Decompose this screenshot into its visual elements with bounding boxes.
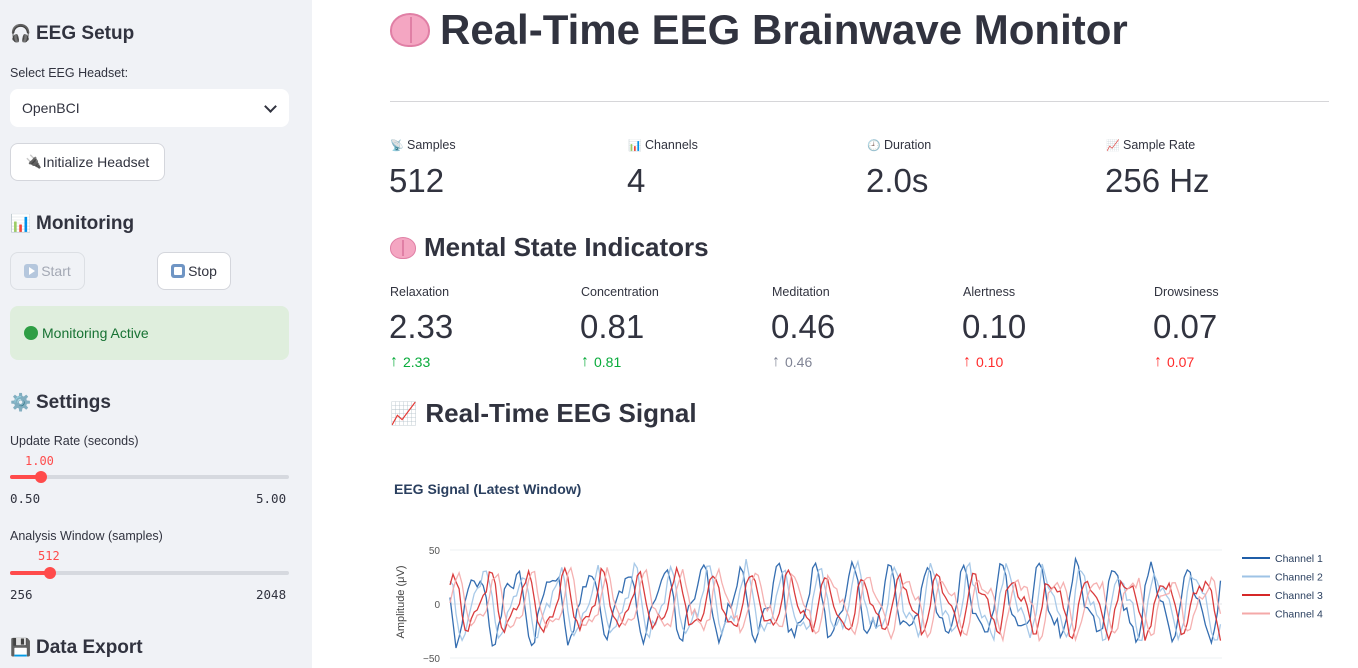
update-rate-thumb[interactable] bbox=[34, 471, 47, 483]
indicator-delta-value: 2.33 bbox=[403, 354, 431, 370]
sidebar: 🎧 EEG Setup Select EEG Headset: OpenBCI … bbox=[0, 0, 312, 668]
monitoring-heading: 📊 Monitoring bbox=[10, 213, 135, 234]
eeg-line-chart: 50 0 −50 Channel 1 Channel 2 Channel 3 Channe… bbox=[395, 546, 1323, 665]
legend-label[interactable]: Channel 2 bbox=[1275, 572, 1323, 584]
indicator-delta-relaxation: ↑ 2.33 bbox=[390, 353, 430, 371]
indicator-delta-value: 0.46 bbox=[785, 354, 813, 370]
analysis-window-min: 256 bbox=[10, 587, 33, 602]
samples-metric-value: 512 bbox=[389, 162, 445, 199]
analysis-window-fill bbox=[10, 571, 50, 575]
gear-icon: ⚙️ bbox=[10, 393, 32, 412]
update-rate-min: 0.50 bbox=[10, 491, 41, 506]
update-rate-label: Update Rate (seconds) bbox=[10, 434, 139, 448]
chevron-down-icon bbox=[263, 101, 277, 115]
analysis-window-slider[interactable] bbox=[10, 567, 289, 579]
headset-select-value: OpenBCI bbox=[22, 100, 80, 116]
headset-select-label: Select EEG Headset: bbox=[10, 66, 129, 80]
brain-icon bbox=[390, 13, 430, 47]
bar-chart-icon: 📊 bbox=[10, 214, 32, 233]
indicator-label-drowsiness: Drowsiness bbox=[1154, 285, 1219, 299]
legend-label[interactable]: Channel 1 bbox=[1275, 553, 1323, 565]
indicator-delta-drowsiness: ↑ 0.07 bbox=[1154, 353, 1194, 371]
floppy-disk-icon: 💾 bbox=[10, 638, 32, 657]
channels-metric-value: 4 bbox=[627, 162, 646, 199]
analysis-window-value: 512 bbox=[38, 549, 60, 563]
legend-label[interactable]: Channel 3 bbox=[1275, 590, 1323, 602]
duration-metric-label: 🕘 Duration bbox=[867, 138, 932, 152]
update-rate-max: 5.00 bbox=[256, 491, 287, 506]
indicator-label-meditation: Meditation bbox=[772, 285, 830, 299]
analysis-window-max: 2048 bbox=[256, 587, 287, 602]
indicator-delta-meditation: ↑ 0.46 bbox=[772, 353, 812, 371]
duration-metric-value: 2.0s bbox=[866, 162, 929, 199]
indicator-value-relaxation: 2.33 bbox=[389, 308, 454, 345]
indicator-delta-value: 0.10 bbox=[976, 354, 1004, 370]
y-axis-label: Amplitude (μV) bbox=[395, 566, 407, 639]
initialize-headset-button[interactable]: 🔌 Initialize Headset bbox=[10, 143, 165, 181]
headphones-icon: 🎧 bbox=[10, 24, 32, 43]
analysis-window-thumb[interactable] bbox=[43, 567, 56, 579]
update-rate-value: 1.00 bbox=[25, 454, 54, 468]
brain-icon bbox=[390, 236, 416, 259]
indicator-value-drowsiness: 0.07 bbox=[1153, 308, 1218, 345]
bar-chart-icon: 📊 bbox=[628, 139, 642, 152]
green-circle-icon bbox=[24, 326, 38, 340]
eeg-signal-heading: 📈 Real-Time EEG Signal bbox=[390, 398, 697, 428]
channels-metric-label: 📊 Channels bbox=[628, 138, 698, 152]
analysis-window-label: Analysis Window (samples) bbox=[10, 529, 163, 543]
indicator-label-concentration: Concentration bbox=[581, 285, 659, 299]
arrow-up-icon: ↑ bbox=[581, 353, 589, 370]
y-tick-label: 50 bbox=[429, 546, 441, 557]
arrow-up-icon: ↑ bbox=[772, 353, 780, 370]
chart-increasing-icon: 📈 bbox=[390, 400, 418, 426]
indicator-delta-value: 0.81 bbox=[594, 354, 622, 370]
series-line-channel-4 bbox=[449, 566, 1222, 643]
legend-label[interactable]: Channel 4 bbox=[1275, 609, 1323, 621]
indicator-delta-concentration: ↑ 0.81 bbox=[581, 353, 621, 371]
chart-title: EEG Signal (Latest Window) bbox=[394, 481, 582, 497]
indicator-label-relaxation: Relaxation bbox=[390, 285, 450, 299]
data-export-heading: 💾 Data Export bbox=[10, 637, 143, 658]
arrow-up-icon: ↑ bbox=[1154, 353, 1162, 370]
page-title: Real-Time EEG Brainwave Monitor bbox=[390, 6, 1128, 54]
y-tick-label: −50 bbox=[423, 654, 440, 665]
update-rate-fill bbox=[10, 475, 41, 479]
y-tick-label: 0 bbox=[434, 600, 440, 611]
arrow-up-icon: ↑ bbox=[390, 353, 398, 370]
play-icon bbox=[24, 264, 39, 278]
mental-state-heading: Mental State Indicators bbox=[390, 232, 709, 263]
indicator-value-meditation: 0.46 bbox=[771, 308, 836, 345]
status-banner: Monitoring Active bbox=[10, 306, 289, 360]
headset-select[interactable]: OpenBCI bbox=[10, 89, 289, 127]
indicator-value-concentration: 0.81 bbox=[580, 308, 645, 345]
settings-heading: ⚙️ Settings bbox=[10, 392, 111, 413]
stop-icon bbox=[171, 264, 186, 278]
sample-rate-metric-value: 256 Hz bbox=[1105, 162, 1210, 199]
satellite-icon: 📡 bbox=[390, 139, 404, 152]
series-line-channel-3 bbox=[449, 565, 1222, 642]
indicator-label-alertness: Alertness bbox=[963, 285, 1016, 299]
eeg-setup-heading: 🎧 EEG Setup bbox=[10, 23, 135, 44]
indicator-delta-value: 0.07 bbox=[1167, 354, 1195, 370]
series-line-channel-1 bbox=[449, 556, 1222, 649]
start-button[interactable]: Start bbox=[10, 252, 85, 290]
sample-rate-metric-label: 📈 Sample Rate bbox=[1106, 138, 1196, 152]
samples-metric-label: 📡 Samples bbox=[390, 138, 456, 152]
stop-button[interactable]: Stop bbox=[157, 252, 231, 290]
plug-icon: 🔌 bbox=[25, 154, 42, 169]
update-rate-slider[interactable] bbox=[10, 471, 289, 483]
indicator-delta-alertness: ↑ 0.10 bbox=[963, 353, 1003, 371]
indicator-value-alertness: 0.10 bbox=[962, 308, 1027, 345]
line-chart-icon: 📈 bbox=[1106, 139, 1120, 152]
divider bbox=[390, 101, 1329, 102]
clock-icon: 🕘 bbox=[867, 139, 881, 152]
arrow-up-icon: ↑ bbox=[963, 353, 971, 370]
